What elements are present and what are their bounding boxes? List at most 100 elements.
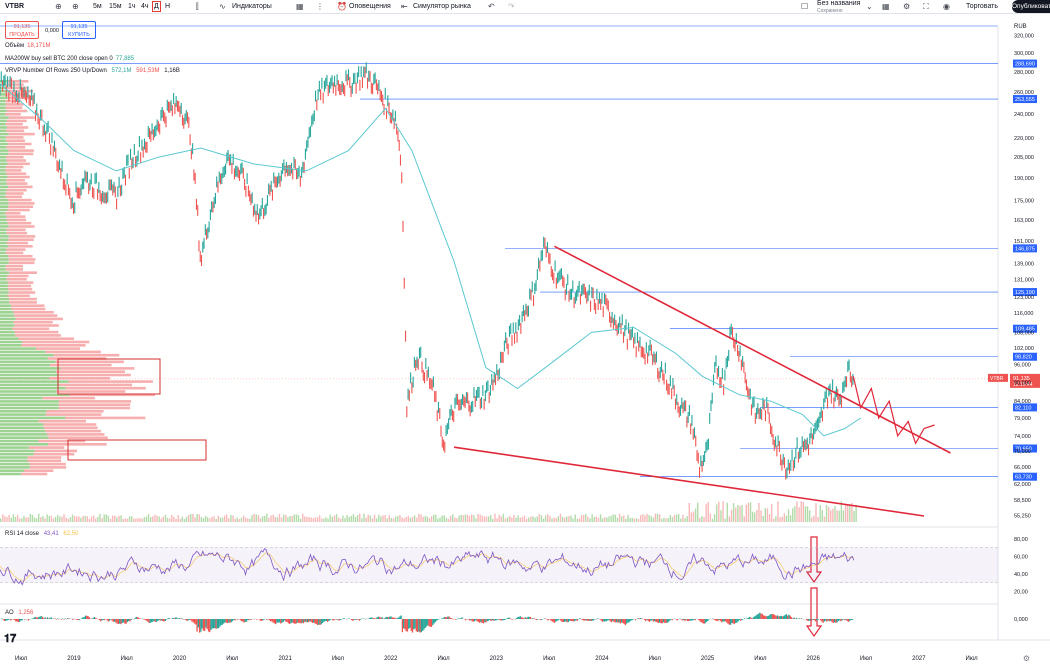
vrvp-bar-down [6, 172, 27, 175]
axis-settings-icon[interactable]: ⚙ [1022, 654, 1030, 663]
ao-bar [517, 616, 519, 619]
ao-bar [314, 619, 316, 624]
sell-button[interactable]: 91,135 ПРОДАТЬ [5, 21, 39, 39]
ao-bar [295, 619, 297, 624]
interval-4h[interactable]: 4ч [141, 3, 149, 10]
top-toolbar: VTBR ⊕ ⊕ 5м 15м 1ч 4ч Д Н ⫿ ∿ Индикаторы… [0, 0, 1050, 14]
snapshot-icon[interactable]: ◉ [943, 2, 950, 11]
volume-bar [521, 516, 524, 522]
undo-icon[interactable]: ↶ [488, 2, 495, 11]
vrvp-bar-down [65, 386, 146, 390]
vrvp-bar-up [0, 281, 9, 284]
interval-15m[interactable]: 15м [109, 3, 122, 10]
volume-bar [272, 514, 274, 522]
volume-bar [86, 516, 88, 522]
layout-grid-icon[interactable]: ▦ [882, 2, 890, 11]
candle-type-icon[interactable]: ⫿ [196, 2, 199, 11]
ao-bar [650, 619, 652, 621]
volume-bar [589, 518, 591, 522]
legend-vrvp[interactable]: VRVP Number Of Rows 250 Up/Down 572,1M 5… [5, 68, 180, 74]
alert-icon[interactable]: ⏰ [337, 2, 347, 11]
rsi-legend[interactable]: RSI 14 close 43,41 62,50 [5, 531, 78, 537]
ao-bar [655, 619, 657, 622]
ao-bar [757, 613, 760, 619]
trade-button[interactable]: Торговать [966, 3, 999, 10]
compare-icon[interactable]: ⊕ [55, 2, 62, 11]
ao-bar [207, 619, 210, 632]
interval-1h[interactable]: 1ч [128, 3, 136, 10]
vrvp-bar-down [5, 251, 24, 255]
legend-ma[interactable]: MA200W buy sell BTC 200 close open 0 77,8… [5, 56, 134, 62]
vrvp-bar-up [0, 301, 10, 304]
symbol-search[interactable]: VTBR [5, 3, 25, 10]
time-tick-label: Июл [543, 656, 556, 662]
layout-dropdown-icon[interactable]: ⌄ [866, 2, 873, 11]
volume-bar [811, 517, 813, 522]
last-price-tag [1010, 373, 1040, 388]
interval-5m[interactable]: 5м [93, 3, 102, 10]
ao-bar [112, 619, 115, 622]
volume-bar [196, 514, 198, 522]
ao-bar [315, 619, 317, 625]
volume-bar [601, 518, 604, 522]
layout-checkbox-icon[interactable]: ☐ [801, 2, 809, 11]
vrvp-bar-down [8, 291, 36, 294]
ao-legend[interactable]: AO 1,256 [5, 610, 33, 616]
vrvp-bar-down [38, 439, 86, 443]
replay-button[interactable]: Симулятор рынка [413, 3, 471, 10]
buy-button[interactable]: 91,135 КУПИТЬ [62, 21, 96, 39]
more-icon[interactable]: ⋮ [316, 2, 324, 11]
vrvp-bar-down [5, 169, 22, 172]
vrvp-bar-up [0, 185, 9, 189]
legend-volume[interactable]: Объём 18,171M [5, 43, 50, 49]
layout-name[interactable]: Без названия Сохранено [817, 0, 860, 14]
ao-bar [247, 619, 249, 621]
volume-bar [33, 517, 36, 522]
ao-bar [38, 617, 40, 619]
price-tick-label: 131,000 [1014, 278, 1034, 284]
ao-bar [294, 619, 296, 624]
add-symbol-icon[interactable]: ⊕ [72, 2, 79, 11]
vrvp-bar-up [0, 363, 51, 367]
price-chart[interactable]: 288,690 253,555 146,875 125,190 109,485 98,82… [0, 15, 1050, 667]
volume-bar [57, 514, 59, 522]
interval-week[interactable]: Н [165, 3, 171, 10]
replay-icon[interactable]: ⇤ [401, 2, 408, 11]
time-tick-label: Июл [15, 656, 28, 662]
ao-bar [586, 619, 589, 621]
volume-bar [773, 518, 775, 522]
ao-bar [579, 618, 581, 619]
ao-bar [311, 619, 314, 623]
ao-bar [48, 618, 50, 619]
settings-icon[interactable]: ⚙ [903, 2, 911, 11]
level-tag [1013, 324, 1037, 333]
indicators-icon[interactable]: ∿ [219, 2, 226, 11]
volume-bar [257, 515, 260, 522]
publish-button[interactable]: Опубликовать [1012, 0, 1050, 13]
volume-bar [397, 516, 399, 522]
legend-ma-value: 77,885 [115, 56, 135, 62]
vrvp-bar-down [5, 192, 24, 195]
alerts-button[interactable]: Оповещения [349, 3, 391, 10]
templates-icon[interactable]: ▦ [296, 2, 304, 11]
interval-day[interactable]: Д [152, 1, 161, 12]
ao-bar [413, 619, 415, 630]
volume-bar [234, 518, 236, 522]
ao-bar [441, 618, 443, 619]
indicators-button[interactable]: Индикаторы [232, 3, 272, 10]
ao-bar [851, 619, 853, 620]
legend-vrvp-v2: 591,53M [136, 68, 160, 74]
ao-bar [845, 619, 847, 620]
vrvp-bar-down [27, 459, 62, 463]
ao-bar [641, 618, 643, 619]
ao-bar [731, 619, 733, 624]
volume-bar [608, 516, 610, 522]
vrvp-bar-down [38, 419, 87, 423]
ao-bar [323, 619, 325, 622]
volume-bar [519, 517, 521, 522]
vrvp-bar-down [13, 320, 53, 324]
fullscreen-icon[interactable]: ⛶ [923, 2, 929, 11]
ao-bar [348, 618, 350, 619]
redo-icon[interactable]: ↷ [508, 2, 515, 11]
volume-bar [31, 514, 34, 522]
